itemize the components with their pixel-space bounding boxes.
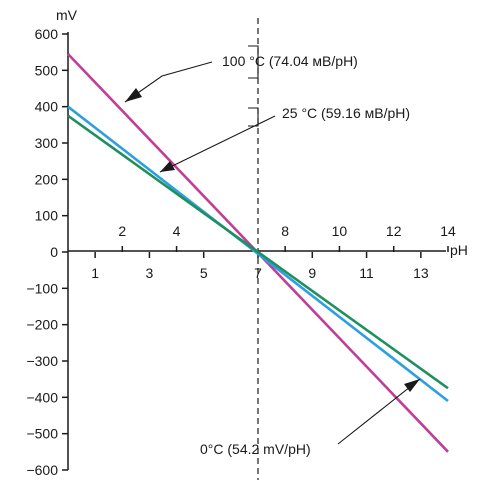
x-tick-label: 3 bbox=[146, 265, 154, 281]
annotation-0c: 0°C (54.2 mV/pH) bbox=[200, 441, 311, 457]
leader-0c bbox=[337, 378, 421, 445]
leader-100c-arrow bbox=[125, 88, 142, 102]
y-tick-label: −500 bbox=[26, 426, 58, 442]
annotation-25c: 25 °C (59.16 мB/pH) bbox=[282, 105, 410, 121]
x-tick-label: 12 bbox=[386, 223, 402, 239]
y-tick-label: 400 bbox=[35, 99, 59, 115]
annotations: 100 °C (74.04 мB/pH) 25 °C (59.16 мB/pH)… bbox=[124, 45, 421, 457]
x-tick-label: 4 bbox=[173, 223, 181, 239]
leader-25c bbox=[159, 115, 276, 173]
y-tick-label: −100 bbox=[26, 280, 58, 296]
y-tick-label: 500 bbox=[35, 62, 59, 78]
y-tick-label: −600 bbox=[26, 462, 58, 478]
y-tick-label: 0 bbox=[50, 244, 58, 260]
x-tick-label: 2 bbox=[118, 223, 126, 239]
y-ticks: 600 500 400 300 200 100 0 −100 −200 −300 −400 −500 −… bbox=[26, 26, 68, 478]
x-tick-label: 5 bbox=[200, 265, 208, 281]
y-tick-label: 200 bbox=[35, 171, 59, 187]
y-tick-label: 300 bbox=[35, 135, 59, 151]
x-tick-label: 8 bbox=[281, 223, 289, 239]
y-tick-label: −200 bbox=[26, 317, 58, 333]
y-tick-label: −400 bbox=[26, 389, 58, 405]
leader-25c-arrow bbox=[160, 161, 175, 172]
series-lines bbox=[67, 53, 449, 453]
x-ticks: 135791113248101214 bbox=[91, 223, 456, 281]
y-tick-label: −300 bbox=[26, 353, 58, 369]
x-tick-label: 14 bbox=[440, 223, 456, 239]
x-tick-label: 1 bbox=[91, 265, 99, 281]
annotation-100c: 100 °C (74.04 мB/pH) bbox=[222, 53, 358, 69]
leader-100c-bracket bbox=[248, 45, 259, 79]
leader-0c-arrow bbox=[404, 379, 420, 392]
leader-25c-bracket bbox=[248, 107, 259, 127]
x-tick-label: 9 bbox=[308, 265, 316, 281]
x-tick-label: 13 bbox=[413, 265, 429, 281]
y-tick-label: 600 bbox=[35, 26, 59, 42]
series-line-1 bbox=[67, 105, 449, 402]
x-tick-label: 10 bbox=[332, 223, 348, 239]
x-tick-label: 11 bbox=[359, 265, 374, 281]
x-axis-unit-label: pH bbox=[450, 242, 468, 258]
series-line-2 bbox=[67, 114, 449, 390]
y-tick-label: 100 bbox=[35, 208, 59, 224]
y-axis-unit-label: mV bbox=[56, 7, 78, 23]
